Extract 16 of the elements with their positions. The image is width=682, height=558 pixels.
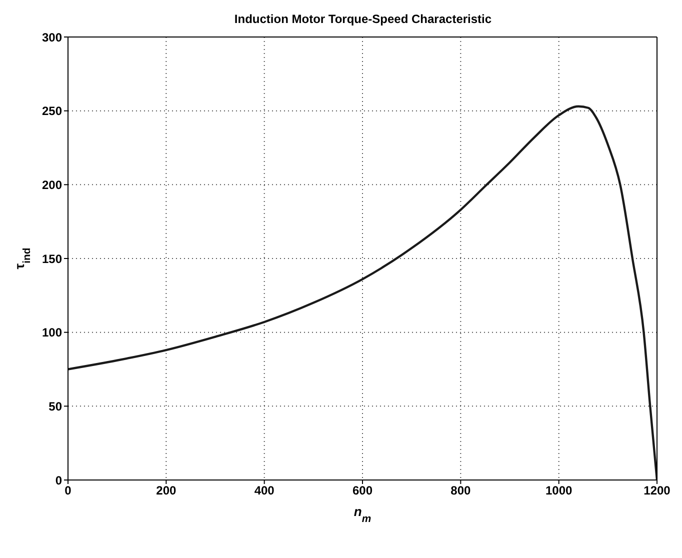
chart-title: Induction Motor Torque-Speed Characteristic — [233, 12, 493, 26]
x-tick-label: 1200 — [644, 484, 671, 498]
y-tick-label: 250 — [42, 104, 62, 118]
y-tick-label: 150 — [42, 252, 62, 266]
y-tick-label: 50 — [48, 399, 62, 414]
y-tick-label: 100 — [42, 326, 62, 340]
y-tick-label: 200 — [42, 178, 62, 192]
x-tick-label: 200 — [156, 484, 176, 498]
x-tick-label: 600 — [352, 484, 373, 498]
x-tick-label: 800 — [450, 484, 471, 498]
y-tick-label: 300 — [42, 30, 62, 44]
x-axis-title: n$_{m}$ — [354, 504, 372, 524]
y-tick-label: 0 — [55, 473, 62, 488]
x-tick-label: 400 — [254, 484, 275, 498]
x-tick-label: 0 — [64, 484, 72, 498]
x-tick-label: 1000 — [545, 484, 573, 498]
